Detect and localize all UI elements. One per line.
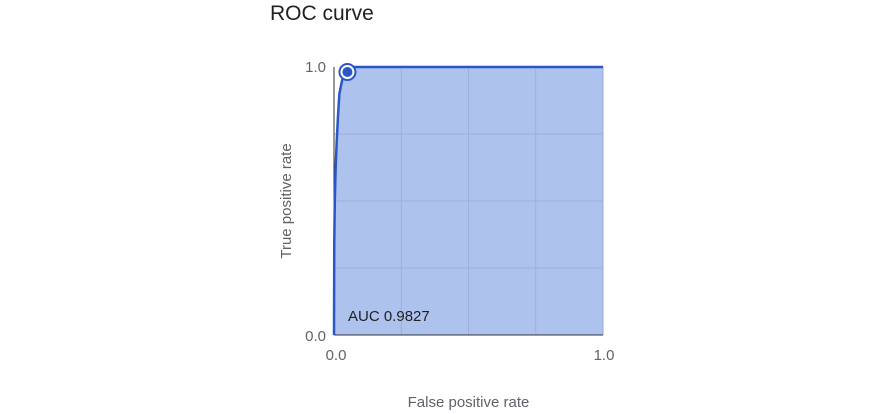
y-tick-label-max: 1.0: [305, 59, 326, 76]
x-tick-label-min: 0.0: [326, 347, 347, 364]
x-axis-title: False positive rate: [408, 394, 530, 411]
grid-lines: [334, 67, 604, 335]
auc-annotation: AUC 0.9827: [348, 308, 430, 325]
threshold-point-dot: [342, 67, 353, 78]
chart-title: ROC curve: [270, 2, 374, 25]
y-tick-label-min: 0.0: [305, 328, 326, 345]
x-tick-label-max: 1.0: [594, 347, 615, 364]
y-axis-title: True positive rate: [278, 143, 295, 258]
